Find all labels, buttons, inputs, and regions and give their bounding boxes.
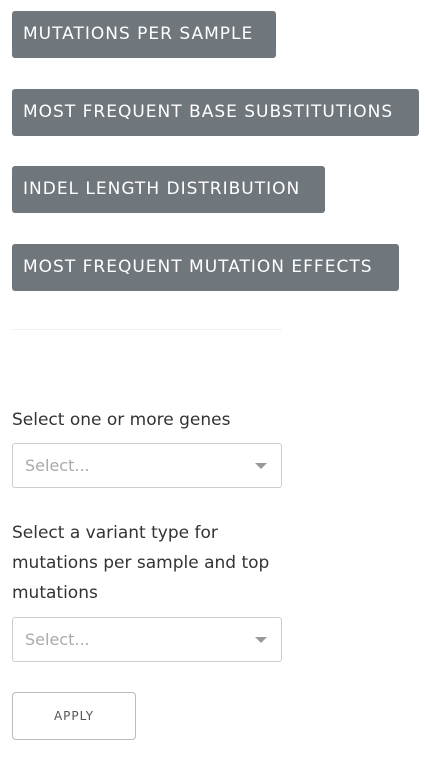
variant-type-select-placeholder: Select... [25, 630, 90, 649]
genes-filter-label: Select one or more genes [12, 410, 231, 430]
chevron-down-icon [255, 463, 267, 469]
most-frequent-mutation-effects-button[interactable]: MOST FREQUENT MUTATION EFFECTS [12, 244, 399, 291]
chevron-down-icon [255, 637, 267, 643]
genes-select-placeholder: Select... [25, 456, 90, 475]
apply-button[interactable]: APPLY [12, 692, 136, 740]
indel-length-distribution-button[interactable]: INDEL LENGTH DISTRIBUTION [12, 166, 325, 213]
most-frequent-base-substitutions-button[interactable]: MOST FREQUENT BASE SUBSTITUTIONS [12, 89, 419, 136]
mutations-per-sample-button[interactable]: MUTATIONS PER SAMPLE [12, 11, 276, 58]
variant-type-select[interactable]: Select... [12, 617, 282, 662]
genes-select[interactable]: Select... [12, 443, 282, 488]
section-divider [12, 329, 282, 330]
variant-type-filter-label: Select a variant type for mutations per … [12, 523, 270, 603]
